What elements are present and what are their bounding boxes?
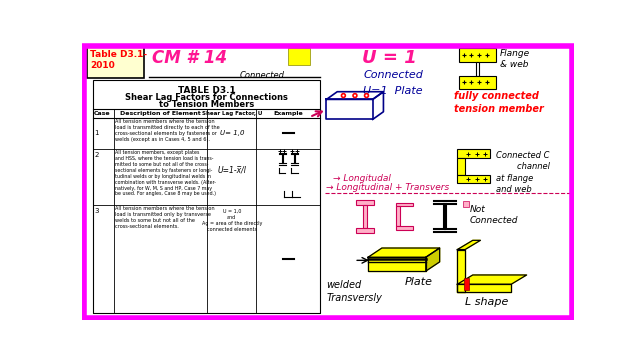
Text: U= 1,0: U= 1,0 [220,130,244,136]
Polygon shape [458,275,527,284]
Text: All tension members, except plates
and HSS, where the tension load is trans-
mit: All tension members, except plates and H… [115,150,216,197]
Polygon shape [458,240,481,249]
Text: Connected C
        channel
at flange
and web: Connected C channel at flange and web [496,151,550,194]
Text: welded
Transversly: welded Transversly [326,280,382,303]
Text: Shear Lag Factor, U: Shear Lag Factor, U [202,111,262,116]
Text: Plate: Plate [405,277,433,287]
Text: Table D3.1-
2010: Table D3.1- 2010 [90,50,147,69]
Text: U = 1,0
and
Ag = area of the directly
connected elements: U = 1,0 and Ag = area of the directly co… [202,209,262,232]
Text: U=1-x̅/l: U=1-x̅/l [218,166,246,175]
Text: → Longitudinal + Transvers: → Longitudinal + Transvers [326,183,450,192]
Bar [93,80,320,313]
Text: Shear Lag Factors for Connections: Shear Lag Factors for Connections [125,93,288,102]
Text: U=1  Plate: U=1 Plate [363,86,422,95]
Text: Flange
& web: Flange & web [500,49,530,69]
FancyBboxPatch shape [87,47,144,78]
Polygon shape [426,248,440,271]
Bar [396,203,413,206]
Bar [396,206,399,226]
Text: TABLE D3.1: TABLE D3.1 [178,86,236,95]
Text: L shape: L shape [465,297,508,307]
Text: Example: Example [273,111,303,116]
Text: All tension members where the tension
load is transmitted only by transverse
wel: All tension members where the tension lo… [115,206,215,229]
Polygon shape [458,284,511,292]
Text: to Tension Members: to Tension Members [159,100,254,109]
Bar [356,228,374,233]
Polygon shape [368,257,426,271]
Bar [396,226,413,230]
Text: CM # 14: CM # 14 [152,49,228,67]
Text: 3: 3 [95,208,99,214]
Bar [363,205,367,228]
Bar [456,175,490,183]
Text: Case: Case [94,111,111,116]
Bar [456,158,465,175]
Text: Connected: Connected [364,70,424,80]
Text: Description of Element: Description of Element [120,111,201,116]
Bar [456,149,490,158]
Polygon shape [368,248,440,257]
Text: Connected: Connected [240,71,285,80]
Text: fully connected
tension member: fully connected tension member [454,91,544,114]
Bar [463,201,469,207]
Text: → Longitudal: → Longitudal [333,174,390,183]
Bar [464,278,469,291]
Text: 1: 1 [95,130,99,136]
Bar [288,48,310,65]
Text: All tension members where the tension
load is transmitted directly to each of th: All tension members where the tension lo… [115,120,220,143]
Text: 2: 2 [95,152,99,158]
Bar [476,62,479,76]
Text: Not
Connected: Not Connected [470,205,518,225]
Bar [459,48,496,62]
Bar [356,200,374,205]
Polygon shape [458,249,465,292]
Text: U = 1: U = 1 [362,49,417,67]
Bar [459,76,496,89]
